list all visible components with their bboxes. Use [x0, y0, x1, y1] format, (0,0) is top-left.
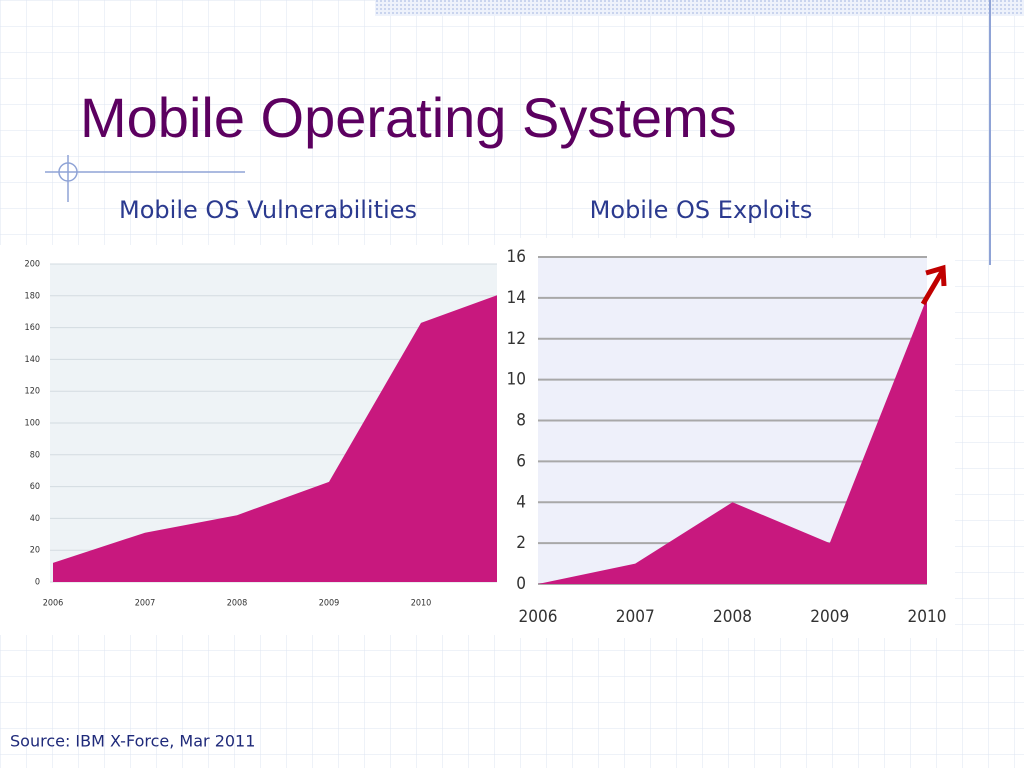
arrow-annotation — [920, 264, 947, 306]
arrow-head — [925, 264, 947, 287]
x-tick-label: 2007 — [616, 607, 655, 627]
x-tick-label: 2010 — [908, 607, 947, 627]
y-tick-label: 16 — [507, 247, 526, 267]
y-tick-label: 0 — [516, 574, 526, 594]
y-tick-label: 80 — [30, 450, 40, 460]
y-tick-label: 140 — [25, 355, 40, 365]
chart: 0 20 40 60 80 100 120 140 160 180 200 2006 2007 2008 2… — [0, 245, 497, 635]
area — [53, 295, 497, 582]
x-tick-label: 2006 — [43, 599, 64, 609]
top-band — [375, 0, 1024, 16]
chart-title: Mobile OS Exploits — [590, 196, 813, 224]
x-tick-label: 2010 — [411, 599, 432, 609]
deco-circle — [58, 162, 78, 182]
y-tick-label: 14 — [507, 288, 526, 308]
x-tick-label: 2006 — [519, 607, 558, 627]
y-tick-label: 60 — [30, 482, 40, 492]
y-tick-label: 0 — [35, 578, 40, 588]
charts: Mobile OS Vulnerabilities020406080100120… — [0, 196, 955, 638]
y-tick-label: 180 — [25, 291, 40, 301]
x-tick-label: 2007 — [135, 599, 156, 609]
y-tick-label: 4 — [516, 492, 526, 512]
x-tick-label: 2008 — [713, 607, 752, 627]
area — [538, 297, 927, 584]
y-tick-label: 20 — [30, 546, 40, 556]
y-tick-label: 120 — [25, 387, 40, 397]
source: Source: IBM X-Force, Mar 2011 — [10, 732, 255, 751]
slide-title: Mobile Operating Systems — [80, 86, 737, 149]
x-tick-label: 2008 — [227, 599, 248, 609]
x-tick-label: 2009 — [319, 599, 340, 609]
arrow — [920, 268, 946, 306]
chart: 0 2 4 6 8 10 12 14 16 2006 2007 2008 2009 2010 — [497, 238, 955, 638]
y-tick-label: 160 — [25, 323, 40, 333]
y-tick-label: 8 — [516, 411, 526, 431]
y-tick-label: 100 — [25, 419, 40, 429]
x-tick-label: 2009 — [810, 607, 849, 627]
y-tick-label: 40 — [30, 514, 40, 524]
chart-title: Mobile OS Vulnerabilities — [119, 196, 417, 224]
y-tick-label: 12 — [507, 329, 526, 349]
y-tick-label: 10 — [507, 370, 526, 390]
y-tick-label: 6 — [516, 451, 526, 471]
y-tick-label: 200 — [25, 260, 40, 270]
y-tick-label: 2 — [516, 533, 526, 553]
